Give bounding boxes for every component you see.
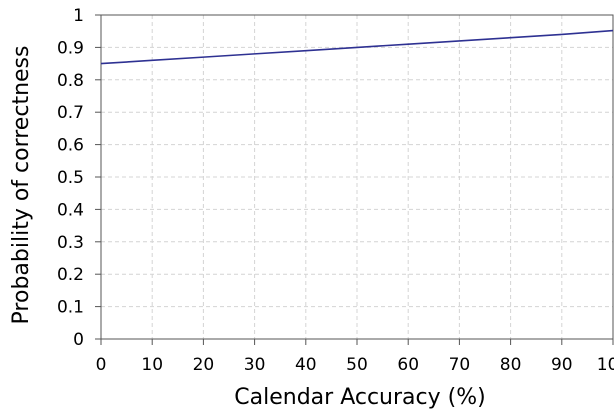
x-tick-label: 80 bbox=[500, 355, 522, 375]
y-tick-label: 0.7 bbox=[57, 103, 84, 123]
tick-marks bbox=[95, 14, 614, 345]
x-axis-title: Calendar Accuracy (%) bbox=[234, 385, 485, 410]
y-tick-label: 0.6 bbox=[57, 136, 84, 156]
x-tick-label: 40 bbox=[295, 355, 317, 375]
y-tick-label: 0.3 bbox=[57, 233, 84, 253]
x-tick-label: 10 bbox=[141, 355, 163, 375]
y-tick-label: 0.2 bbox=[57, 265, 84, 285]
x-tick-label: 70 bbox=[449, 355, 471, 375]
y-tick-label: 0 bbox=[73, 330, 84, 350]
x-axis-tick-labels: 0 10 20 30 40 50 60 70 80 90 100 bbox=[96, 355, 614, 375]
y-tick-label: 0.9 bbox=[57, 38, 84, 58]
x-tick-label: 30 bbox=[244, 355, 266, 375]
y-tick-label: 0.1 bbox=[57, 298, 84, 318]
y-tick-label: 0.8 bbox=[57, 71, 84, 91]
x-tick-label: 60 bbox=[397, 355, 419, 375]
y-axis-title: Probability of correctness bbox=[9, 46, 34, 325]
grid bbox=[101, 15, 613, 339]
y-axis-tick-labels: 0 0.1 0.2 0.3 0.4 0.5 0.6 0.7 0.8 0.9 1 bbox=[57, 6, 84, 350]
x-tick-label: 0 bbox=[96, 355, 107, 375]
x-tick-label: 20 bbox=[193, 355, 215, 375]
y-tick-label: 0.4 bbox=[57, 200, 84, 220]
y-tick-label: 1 bbox=[73, 6, 84, 26]
x-tick-label: 50 bbox=[346, 355, 368, 375]
series-layer bbox=[100, 29, 614, 65]
y-tick-label: 0.5 bbox=[57, 168, 84, 188]
series-line bbox=[100, 29, 614, 65]
x-tick-label: 100 bbox=[597, 355, 614, 375]
x-tick-label: 90 bbox=[551, 355, 573, 375]
